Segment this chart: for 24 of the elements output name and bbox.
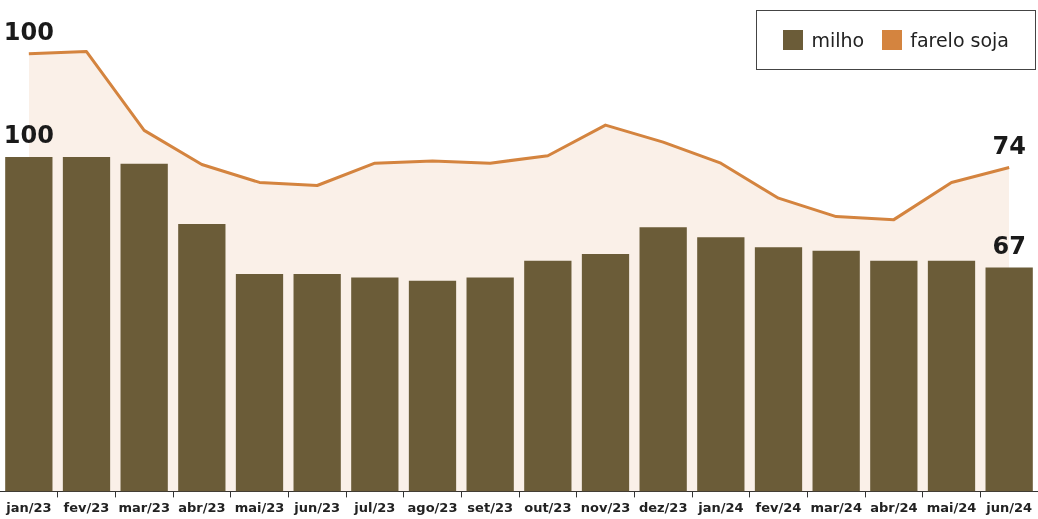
data-label: 100 bbox=[3, 121, 54, 150]
x-tick-label: mar/24 bbox=[810, 499, 862, 515]
legend-label: farelo soja bbox=[910, 29, 1009, 51]
data-label: 74 bbox=[992, 131, 1026, 160]
x-tick-label: jun/23 bbox=[293, 499, 341, 515]
x-tick-label: jan/24 bbox=[697, 499, 744, 515]
x-tick-label: abr/24 bbox=[870, 499, 918, 515]
x-tick-label: dez/23 bbox=[638, 499, 688, 515]
x-tick-label: set/23 bbox=[467, 499, 513, 515]
x-tick-label: mai/23 bbox=[234, 499, 285, 515]
x-tick-label: jul/23 bbox=[353, 499, 396, 515]
x-tick-label: jun/24 bbox=[985, 499, 1033, 515]
x-tick-label: fev/24 bbox=[755, 499, 802, 515]
legend-label: milho bbox=[811, 29, 865, 51]
x-tick-label: abr/23 bbox=[178, 499, 226, 515]
x-tick-label: nov/23 bbox=[580, 499, 631, 515]
x-tick-label: fev/23 bbox=[63, 499, 110, 515]
x-tick-label: mai/24 bbox=[926, 499, 977, 515]
x-tick-label: jan/23 bbox=[5, 499, 52, 515]
data-label: 100 bbox=[3, 18, 54, 46]
data-label: 67 bbox=[992, 231, 1026, 260]
x-tick-label: out/23 bbox=[524, 499, 572, 515]
x-tick-label: mar/23 bbox=[118, 499, 170, 515]
x-tick-label: ago/23 bbox=[407, 499, 458, 515]
